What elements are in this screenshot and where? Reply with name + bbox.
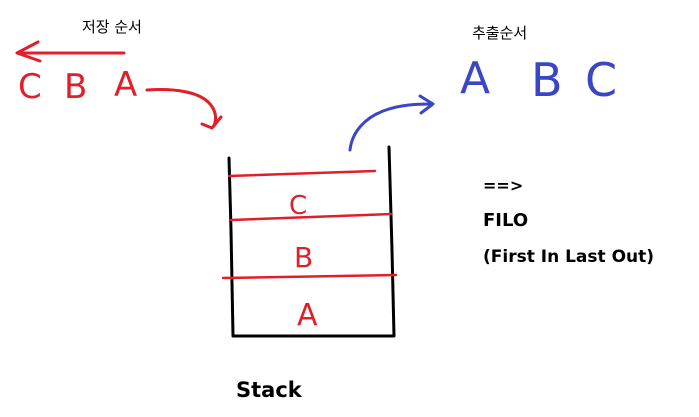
pop-letter: A	[460, 53, 490, 104]
stack-item-letter: A	[297, 298, 318, 333]
stack-item-letter: C	[289, 191, 307, 221]
stack-divider	[229, 212, 393, 222]
principle-title: FILO	[483, 210, 529, 231]
principle-description: (First In Last Out)	[483, 247, 655, 267]
pop-order-title: 추출순서	[472, 24, 528, 42]
stack-divider	[227, 169, 377, 178]
push-arrow	[145, 88, 223, 130]
store-order-title: 저장 순서	[82, 18, 142, 36]
arrow-text: ==>	[483, 176, 524, 195]
pop-letter: C	[585, 53, 617, 107]
store-letter: B	[64, 67, 87, 107]
store-letter: C	[18, 67, 42, 107]
stack-divider	[221, 273, 398, 280]
store-direction-arrow	[15, 40, 126, 63]
stack-label: Stack	[236, 378, 302, 402]
pop-letter: B	[531, 53, 563, 107]
stack-item-letter: B	[294, 241, 313, 274]
pop-arrow	[348, 94, 435, 152]
store-letter: A	[114, 65, 137, 105]
stack-dividers	[221, 169, 398, 280]
stack-container	[227, 145, 396, 338]
